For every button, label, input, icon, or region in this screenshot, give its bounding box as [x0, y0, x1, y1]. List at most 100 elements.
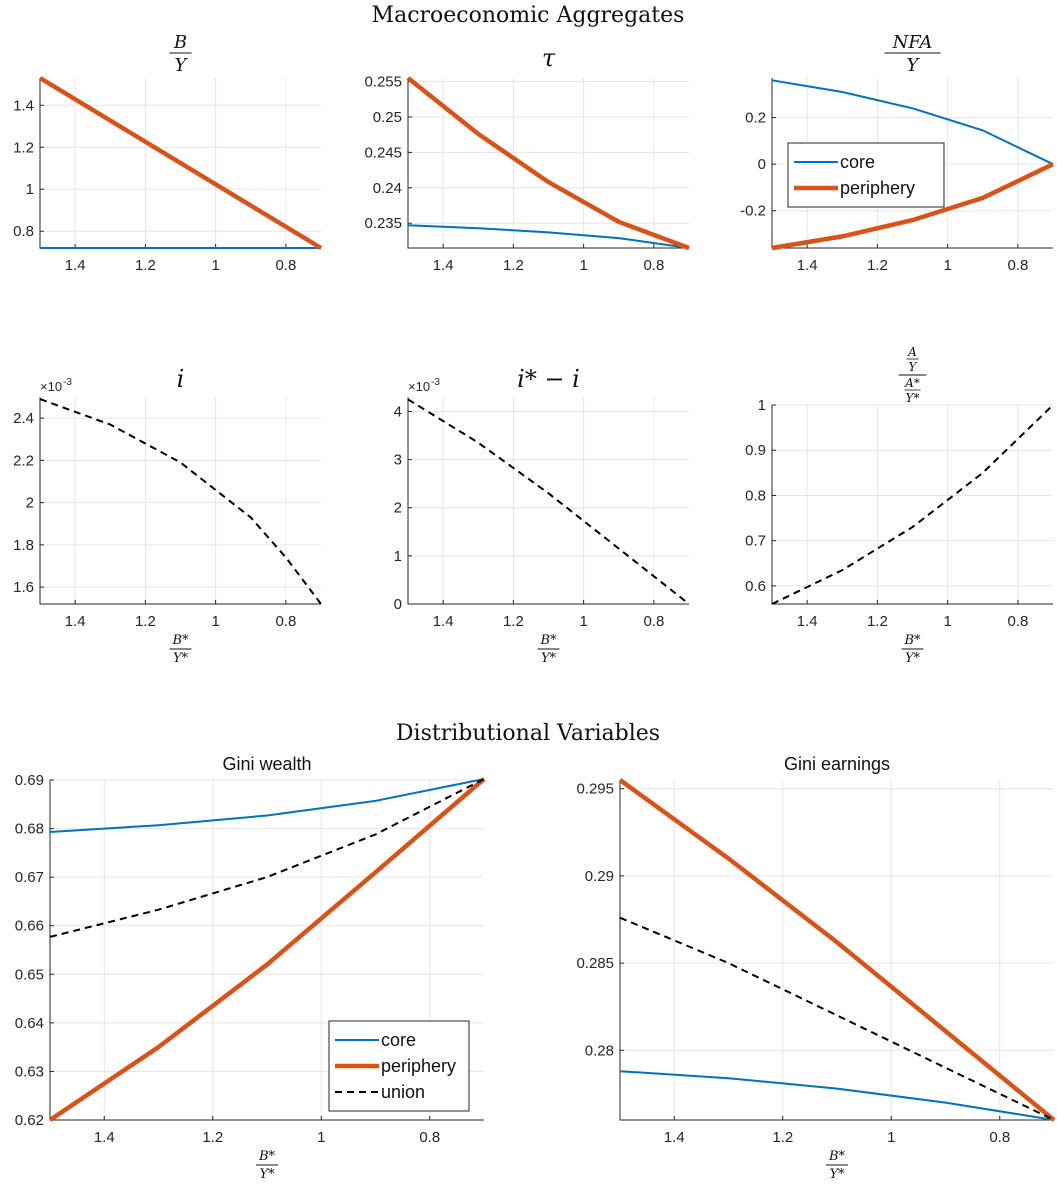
fraction-denominator: Y* — [173, 651, 189, 666]
y-tick-label: 0.285 — [576, 955, 614, 972]
series-line-union — [407, 398, 690, 605]
fraction-denominator: Y* — [259, 1167, 275, 1182]
y-tick-label: 1 — [26, 181, 34, 198]
y-tick-label: 0.64 — [15, 1015, 44, 1032]
chart-tau: 1.4 1.2 1 0.8 0.235 0.24 0.245 0.25 0.255 τ — [364, 44, 690, 274]
svg-text:-3: -3 — [63, 377, 72, 388]
y-exponent-label: ×10 -3 — [40, 377, 72, 394]
legend-label-union: union — [381, 1082, 425, 1102]
x-tick-label: 0.8 — [989, 1129, 1010, 1146]
macro-figure-title: Macroeconomic Aggregates — [372, 3, 685, 28]
y-tick-label: 0.29 — [585, 868, 614, 885]
x-tick-label: 1.4 — [65, 613, 86, 630]
y-tick-label: 0 — [758, 156, 766, 173]
y-tick-label: 1.4 — [13, 97, 34, 114]
y-tick-label: 0.2 — [745, 110, 766, 127]
x-tick-label: 1.4 — [433, 613, 454, 630]
legend-label-core: core — [840, 152, 875, 172]
fraction-numerator: B* — [171, 633, 189, 648]
series-line-periphery — [48, 777, 486, 1122]
fraction-denominator: Y* — [541, 651, 557, 666]
y-tick-label: 0.24 — [373, 180, 402, 197]
y-tick-label: 0.62 — [15, 1112, 44, 1129]
y-tick-label: 0.66 — [15, 918, 44, 935]
fraction-denominator: Y — [175, 55, 189, 76]
axes-frame — [407, 78, 689, 249]
x-tick-label: 1.2 — [135, 257, 156, 274]
x-tick-label: 1.2 — [503, 613, 524, 630]
fraction-denominator: Y* — [905, 651, 921, 666]
series-line-union — [39, 398, 322, 605]
fraction-numerator: B* — [539, 633, 557, 648]
x-tick-label: 1.4 — [797, 613, 818, 630]
series-line-periphery — [618, 778, 1056, 1122]
y-tick-label: 1 — [394, 548, 402, 565]
y-tick-label: 0.8 — [13, 223, 34, 240]
y-tick-label: 2 — [26, 495, 34, 512]
fraction-numerator: B* — [258, 1149, 276, 1164]
legend: core periphery union — [328, 1020, 470, 1112]
chart-spread: 1.4 1.2 1 0.8 0 1 2 3 4 ×10 -3 i* − i B* Y* — [394, 365, 690, 666]
y-tick-label: 0.235 — [364, 215, 402, 232]
y-tick-label: -0.2 — [740, 203, 766, 220]
x-tick-label: 1.4 — [797, 257, 818, 274]
y-tick-label: 0.28 — [585, 1042, 614, 1059]
fraction-numerator: B* — [828, 1149, 846, 1164]
series-line-periphery — [771, 162, 1054, 251]
legend-label-core: core — [381, 1030, 416, 1050]
series-line-core — [619, 1070, 1055, 1121]
legend-box — [787, 142, 945, 208]
y-tick-label: 0.295 — [576, 781, 614, 798]
y-tick-label: 0.68 — [15, 821, 44, 838]
x-tick-label: 1.2 — [772, 1129, 793, 1146]
y-tick-label: 0.245 — [364, 144, 402, 161]
x-tick-label: 1 — [211, 257, 219, 274]
x-tick-label: 1 — [943, 257, 951, 274]
y-tick-label: 1.8 — [13, 537, 34, 554]
dist-figure-title: Distributional Variables — [396, 721, 660, 746]
axes-frame — [39, 397, 321, 605]
y-tick-label: 0.25 — [373, 109, 402, 126]
fraction-denominator: Y — [907, 55, 921, 76]
chart-title: Gini earnings — [784, 754, 890, 774]
y-tick-label: 0.6 — [745, 578, 766, 595]
svg-text:Y*: Y* — [906, 391, 920, 405]
y-tick-label: 0.255 — [364, 74, 402, 91]
y-tick-label: 4 — [394, 403, 402, 420]
x-tick-label: 1.2 — [135, 613, 156, 630]
x-tick-label: 1 — [579, 257, 587, 274]
x-tick-label: 1.2 — [867, 257, 888, 274]
y-tick-label: 0 — [394, 596, 402, 613]
y-tick-label: 0.67 — [15, 869, 44, 886]
chart-title: i — [177, 365, 185, 393]
svg-text:Y: Y — [909, 360, 918, 374]
y-tick-label: 2 — [394, 500, 402, 517]
legend-label-periphery: periphery — [840, 178, 915, 198]
fraction-denominator: Y* — [829, 1167, 845, 1182]
x-tick-label: 0.8 — [275, 257, 296, 274]
x-tick-label: 0.8 — [1007, 613, 1028, 630]
x-tick-label: 1.4 — [65, 257, 86, 274]
x-tick-label: 1 — [579, 613, 587, 630]
y-tick-label: 0.7 — [745, 533, 766, 550]
y-tick-label: 0.9 — [745, 442, 766, 459]
chart-title: AY A*Y* — [898, 345, 927, 405]
chart-title: τ — [542, 44, 556, 72]
x-tick-label: 1 — [211, 613, 219, 630]
x-tick-label: 0.8 — [419, 1129, 440, 1146]
series-line-core — [49, 778, 485, 833]
chart-gini_earnings: 1.4 1.2 1 0.8 0.28 0.285 0.29 0.295 Gini earning… — [576, 754, 1056, 1182]
svg-text:A*: A* — [904, 376, 920, 390]
x-tick-label: 0.8 — [643, 257, 664, 274]
x-tick-label: 1.4 — [94, 1129, 115, 1146]
chart-gini_wealth: 1.4 1.2 1 0.8 0.62 0.63 0.64 0.65 0.66 0.67 0.68 0.… — [15, 754, 486, 1182]
x-tick-label: 1.4 — [433, 257, 454, 274]
y-tick-label: 1.6 — [13, 579, 34, 596]
axes-frame — [619, 780, 1054, 1121]
axes-frame — [407, 397, 689, 605]
series-line-periphery — [38, 76, 323, 250]
y-tick-label: 2.4 — [13, 410, 34, 427]
x-tick-label: 0.8 — [643, 613, 664, 630]
